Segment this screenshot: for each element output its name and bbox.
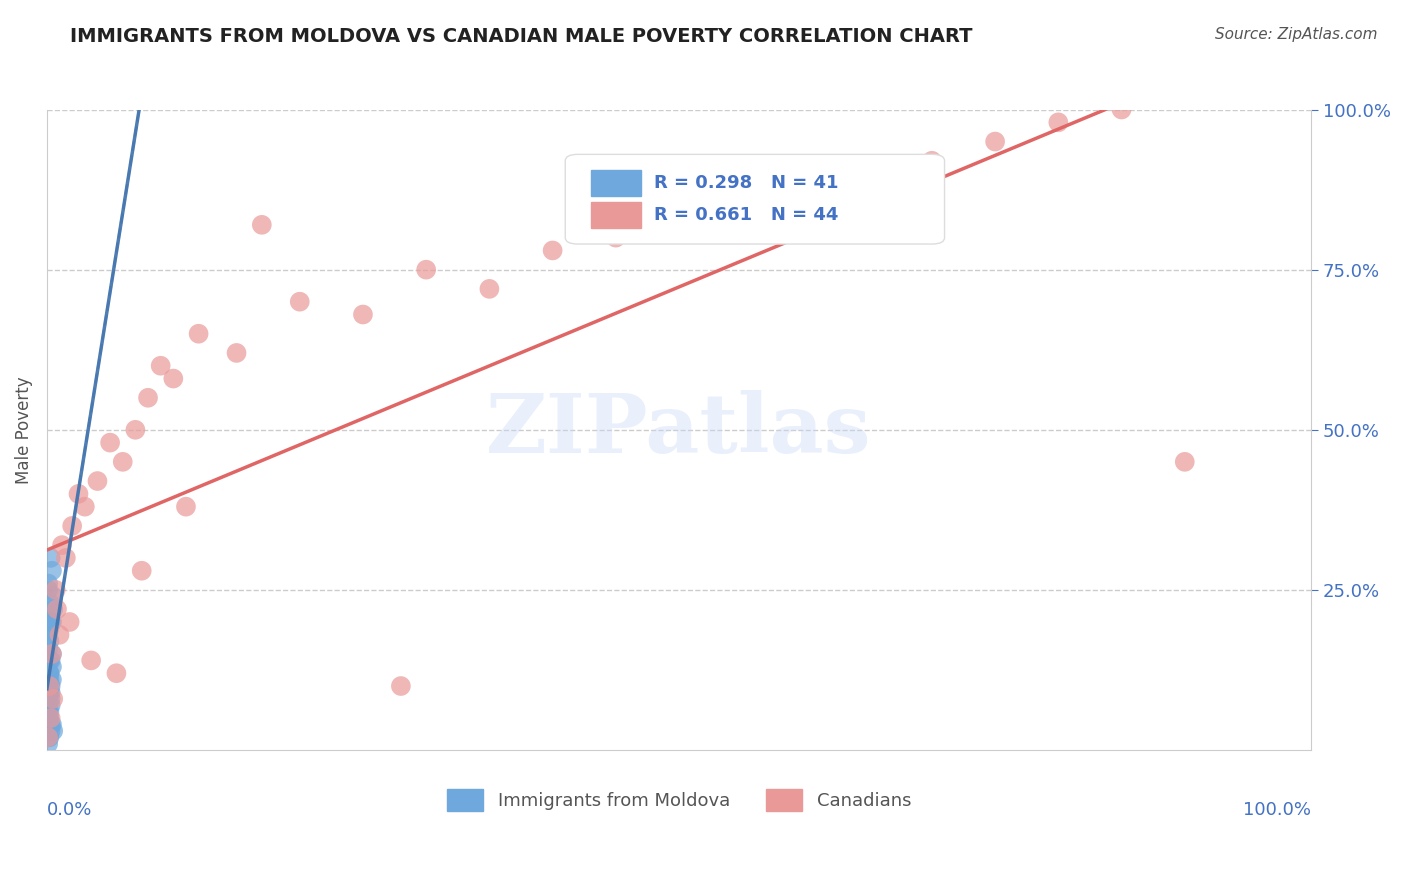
Point	[984, 135, 1007, 149]
Point	[98, 435, 121, 450]
Point	[111, 455, 134, 469]
Point	[37, 691, 59, 706]
Point	[38, 705, 60, 719]
Point	[80, 653, 103, 667]
Point	[67, 487, 90, 501]
Point	[389, 679, 412, 693]
Text: ZIPatlas: ZIPatlas	[486, 390, 872, 470]
Point	[1174, 455, 1197, 469]
Text: R = 0.661   N = 44: R = 0.661 N = 44	[654, 206, 838, 224]
Point	[39, 679, 62, 693]
Point	[38, 634, 60, 648]
FancyBboxPatch shape	[565, 154, 945, 244]
Point	[39, 711, 62, 725]
Point	[415, 262, 437, 277]
Point	[86, 474, 108, 488]
Point	[38, 679, 60, 693]
Point	[38, 621, 60, 635]
Point	[731, 218, 754, 232]
Point	[41, 673, 63, 687]
Point	[39, 717, 62, 731]
Point	[39, 653, 62, 667]
Legend: Immigrants from Moldova, Canadians: Immigrants from Moldova, Canadians	[440, 781, 918, 818]
Point	[37, 711, 59, 725]
Point	[38, 653, 60, 667]
Point	[41, 647, 63, 661]
Point	[352, 308, 374, 322]
Point	[41, 717, 63, 731]
Point	[288, 294, 311, 309]
Point	[39, 608, 62, 623]
Y-axis label: Male Poverty: Male Poverty	[15, 376, 32, 483]
Point	[37, 705, 59, 719]
Point	[46, 602, 69, 616]
Point	[38, 679, 60, 693]
Point	[37, 576, 59, 591]
Point	[39, 691, 62, 706]
Point	[42, 590, 65, 604]
Text: IMMIGRANTS FROM MOLDOVA VS CANADIAN MALE POVERTY CORRELATION CHART: IMMIGRANTS FROM MOLDOVA VS CANADIAN MALE…	[70, 27, 973, 45]
Point	[41, 615, 63, 629]
Point	[37, 731, 59, 745]
Point	[48, 628, 70, 642]
Point	[42, 723, 65, 738]
Point	[105, 666, 128, 681]
Point	[38, 685, 60, 699]
Point	[37, 628, 59, 642]
Point	[41, 647, 63, 661]
Point	[174, 500, 197, 514]
Point	[794, 179, 817, 194]
Point	[37, 737, 59, 751]
Point	[541, 244, 564, 258]
Point	[250, 218, 273, 232]
Point	[38, 666, 60, 681]
Text: R = 0.298   N = 41: R = 0.298 N = 41	[654, 174, 838, 192]
Point	[38, 666, 60, 681]
Point	[37, 640, 59, 655]
Text: 0.0%: 0.0%	[46, 801, 93, 820]
Bar	[591, 170, 641, 196]
Point	[858, 167, 880, 181]
Point	[38, 673, 60, 687]
Point	[59, 615, 82, 629]
Point	[605, 230, 627, 244]
Point	[73, 500, 96, 514]
Point	[39, 723, 62, 738]
Point	[38, 731, 60, 745]
Point	[478, 282, 501, 296]
Point	[60, 519, 83, 533]
Point	[39, 550, 62, 565]
Point	[42, 602, 65, 616]
Point	[45, 582, 67, 597]
Bar	[591, 202, 641, 228]
Point	[39, 698, 62, 713]
Point	[38, 711, 60, 725]
Point	[1111, 103, 1133, 117]
Point	[39, 615, 62, 629]
Point	[149, 359, 172, 373]
Point	[37, 698, 59, 713]
Text: 100.0%: 100.0%	[1243, 801, 1312, 820]
Point	[41, 660, 63, 674]
Point	[136, 391, 159, 405]
Point	[131, 564, 153, 578]
Point	[39, 685, 62, 699]
Point	[38, 596, 60, 610]
Point	[55, 550, 77, 565]
Point	[124, 423, 146, 437]
Point	[51, 538, 73, 552]
Text: Source: ZipAtlas.com: Source: ZipAtlas.com	[1215, 27, 1378, 42]
Point	[225, 346, 247, 360]
Point	[187, 326, 209, 341]
Point	[162, 371, 184, 385]
Point	[1047, 115, 1070, 129]
Point	[42, 691, 65, 706]
Point	[668, 198, 690, 212]
Point	[921, 153, 943, 168]
Point	[37, 731, 59, 745]
Point	[37, 582, 59, 597]
Point	[41, 564, 63, 578]
